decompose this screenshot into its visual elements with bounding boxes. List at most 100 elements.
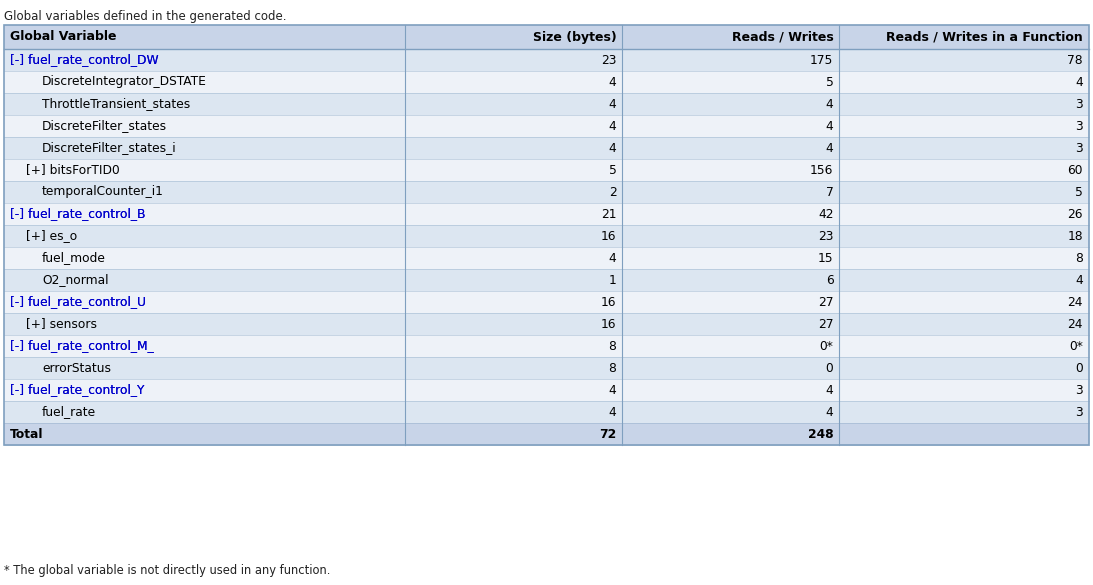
Text: 3: 3: [1076, 98, 1083, 111]
Text: 42: 42: [818, 208, 834, 221]
Text: 7: 7: [825, 185, 834, 198]
Bar: [4, 93, 1089, 115]
Text: Global Variable: Global Variable: [10, 30, 117, 43]
Text: 4: 4: [609, 405, 616, 418]
Text: Reads / Writes: Reads / Writes: [731, 30, 834, 43]
Text: [+] bitsForTID0: [+] bitsForTID0: [26, 163, 120, 177]
Bar: [4, 25, 1089, 445]
Text: Size (bytes): Size (bytes): [532, 30, 616, 43]
Text: 4: 4: [825, 98, 834, 111]
Text: [+] es_o: [+] es_o: [26, 229, 78, 243]
Text: 23: 23: [601, 53, 616, 67]
Text: 24: 24: [1068, 295, 1083, 308]
Text: Global variables defined in the generated code.: Global variables defined in the generate…: [4, 10, 286, 23]
Text: 1: 1: [609, 274, 616, 287]
Text: 60: 60: [1068, 163, 1083, 177]
Text: 5: 5: [1076, 185, 1083, 198]
Text: 4: 4: [609, 98, 616, 111]
Bar: [4, 291, 1089, 313]
Text: 4: 4: [609, 252, 616, 264]
Text: 27: 27: [818, 295, 834, 308]
Bar: [4, 269, 1089, 291]
Text: 8: 8: [609, 362, 616, 374]
Text: [-] fuel_rate_control_U: [-] fuel_rate_control_U: [10, 295, 146, 308]
Text: DiscreteIntegrator_DSTATE: DiscreteIntegrator_DSTATE: [42, 75, 207, 88]
Bar: [4, 423, 1089, 445]
Text: 72: 72: [599, 428, 616, 441]
Text: [-] fuel_rate_control_B: [-] fuel_rate_control_B: [10, 208, 145, 221]
Text: 18: 18: [1068, 229, 1083, 243]
Bar: [4, 137, 1089, 159]
Text: 24: 24: [1068, 318, 1083, 331]
Text: 248: 248: [808, 428, 834, 441]
Bar: [4, 49, 1089, 71]
Text: 5: 5: [609, 163, 616, 177]
Bar: [4, 71, 1089, 93]
Text: 175: 175: [810, 53, 834, 67]
Text: 4: 4: [1076, 274, 1083, 287]
Text: 2: 2: [609, 185, 616, 198]
Bar: [4, 401, 1089, 423]
Text: 8: 8: [1076, 252, 1083, 264]
Text: 15: 15: [818, 252, 834, 264]
Text: [-] fuel_rate_control_Y: [-] fuel_rate_control_Y: [10, 384, 144, 397]
Text: [-] fuel_rate_control_B: [-] fuel_rate_control_B: [10, 208, 145, 221]
Bar: [4, 115, 1089, 137]
Text: temporalCounter_i1: temporalCounter_i1: [42, 185, 164, 198]
Text: 4: 4: [609, 142, 616, 154]
Text: 3: 3: [1076, 384, 1083, 397]
Text: 16: 16: [601, 295, 616, 308]
Text: 21: 21: [601, 208, 616, 221]
Text: 4: 4: [825, 142, 834, 154]
Text: 6: 6: [825, 274, 834, 287]
Text: 4: 4: [825, 405, 834, 418]
Text: 23: 23: [818, 229, 834, 243]
Bar: [4, 181, 1089, 203]
Text: 4: 4: [609, 384, 616, 397]
Text: fuel_mode: fuel_mode: [42, 252, 106, 264]
Text: [-] fuel_rate_control_M_: [-] fuel_rate_control_M_: [10, 339, 154, 353]
Text: 27: 27: [818, 318, 834, 331]
Bar: [4, 379, 1089, 401]
Text: * The global variable is not directly used in any function.: * The global variable is not directly us…: [4, 564, 330, 577]
Bar: [4, 247, 1089, 269]
Text: DiscreteFilter_states: DiscreteFilter_states: [42, 119, 167, 132]
Bar: [4, 25, 1089, 49]
Text: 78: 78: [1068, 53, 1083, 67]
Bar: [4, 357, 1089, 379]
Text: 0: 0: [1076, 362, 1083, 374]
Text: [-] fuel_rate_control_M_: [-] fuel_rate_control_M_: [10, 339, 154, 353]
Text: errorStatus: errorStatus: [42, 362, 111, 374]
Bar: [4, 159, 1089, 181]
Text: 5: 5: [825, 75, 834, 88]
Text: [-] fuel_rate_control_DW: [-] fuel_rate_control_DW: [10, 53, 158, 67]
Text: 4: 4: [825, 119, 834, 132]
Text: Reads / Writes in a Function: Reads / Writes in a Function: [886, 30, 1083, 43]
Text: [-] fuel_rate_control_U: [-] fuel_rate_control_U: [10, 295, 146, 308]
Text: 0*: 0*: [820, 339, 834, 353]
Text: [+] sensors: [+] sensors: [26, 318, 97, 331]
Text: 16: 16: [601, 229, 616, 243]
Text: 4: 4: [609, 75, 616, 88]
Text: 26: 26: [1068, 208, 1083, 221]
Text: O2_normal: O2_normal: [42, 274, 108, 287]
Text: 3: 3: [1076, 405, 1083, 418]
Bar: [4, 225, 1089, 247]
Text: fuel_rate: fuel_rate: [42, 405, 96, 418]
Text: DiscreteFilter_states_i: DiscreteFilter_states_i: [42, 142, 177, 154]
Text: Total: Total: [10, 428, 44, 441]
Bar: [4, 313, 1089, 335]
Text: ThrottleTransient_states: ThrottleTransient_states: [42, 98, 190, 111]
Text: 4: 4: [1076, 75, 1083, 88]
Bar: [4, 335, 1089, 357]
Text: 4: 4: [609, 119, 616, 132]
Bar: [4, 203, 1089, 225]
Text: 8: 8: [609, 339, 616, 353]
Text: 16: 16: [601, 318, 616, 331]
Text: 3: 3: [1076, 119, 1083, 132]
Text: 0: 0: [825, 362, 834, 374]
Text: 4: 4: [825, 384, 834, 397]
Text: 0*: 0*: [1069, 339, 1083, 353]
Text: [-] fuel_rate_control_Y: [-] fuel_rate_control_Y: [10, 384, 144, 397]
Text: 156: 156: [810, 163, 834, 177]
